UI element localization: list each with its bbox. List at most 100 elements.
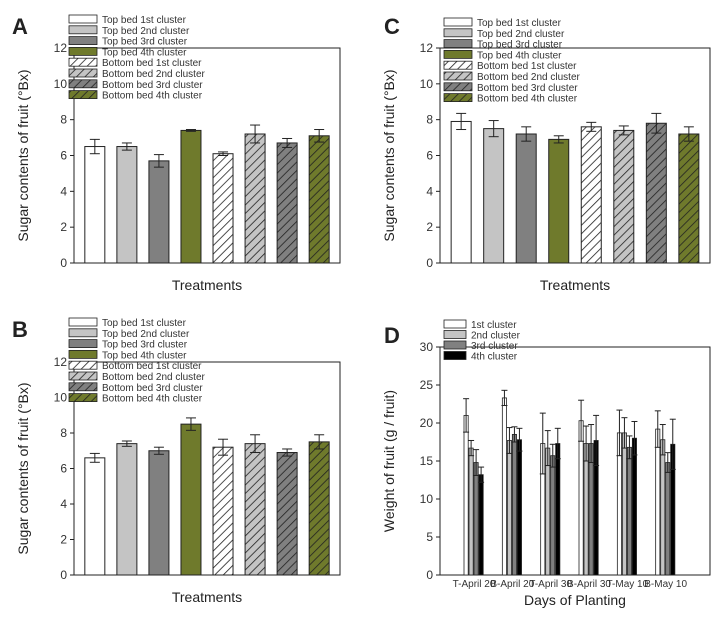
legend-swatch (68, 79, 98, 89)
legend-label: Top bed 2nd cluster (102, 26, 190, 37)
legend-label: Top bed 3rd cluster (102, 37, 188, 48)
legend-swatch (68, 25, 98, 35)
legend-label: Bottom bed 4th cluster (102, 91, 203, 102)
legend-swatch (68, 360, 98, 370)
y-tick-label: 30 (420, 340, 434, 354)
legend-swatch (68, 328, 98, 338)
legend-label: Bottom bed 4th cluster (477, 94, 578, 105)
y-tick-label: 8 (426, 113, 433, 127)
legend-label: 3rd cluster (471, 341, 518, 352)
x-axis-title: Treatments (172, 277, 242, 293)
x-tick-label: T-May 10 (606, 579, 648, 590)
legend-label: 4th cluster (471, 352, 518, 363)
bar (515, 133, 537, 264)
y-tick-label: 8 (60, 426, 67, 440)
bar (212, 446, 234, 576)
legend-label: Bottom bed 3rd cluster (102, 80, 203, 91)
legend-swatch (68, 349, 98, 359)
bar (506, 440, 512, 576)
bar (516, 439, 522, 576)
legend-swatch (68, 317, 98, 327)
y-tick-label: 4 (60, 497, 67, 511)
legend-label: Top bed 2nd cluster (102, 329, 190, 340)
bar (501, 397, 507, 576)
legend-swatch (443, 330, 467, 339)
y-tick-label: 25 (420, 378, 434, 392)
legend-label: Bottom bed 4th cluster (102, 394, 203, 405)
x-tick-label: T-April 20 (453, 579, 496, 590)
y-tick-label: 10 (54, 391, 68, 405)
legend-swatch (443, 17, 473, 27)
bar (550, 455, 556, 576)
legend-label: Bottom bed 1st cluster (477, 61, 577, 72)
y-tick-label: 12 (54, 41, 68, 55)
legend-swatch (443, 50, 473, 59)
bar (116, 146, 138, 264)
bar (463, 414, 469, 576)
bar (468, 447, 474, 576)
bar (450, 120, 472, 264)
legend-swatch (68, 339, 98, 349)
y-tick-label: 12 (54, 355, 68, 369)
y-tick-label: 10 (420, 492, 434, 506)
y-tick-label: 5 (426, 530, 433, 544)
y-tick-label: 0 (60, 568, 67, 582)
bar (580, 126, 602, 264)
bar (655, 428, 661, 576)
bar (621, 432, 627, 576)
bar (578, 420, 584, 576)
bar (116, 443, 138, 576)
legend-label: Bottom bed 3rd cluster (102, 383, 203, 394)
y-tick-label: 0 (426, 568, 433, 582)
legend-swatch (443, 93, 473, 102)
bar (555, 443, 561, 576)
y-axis-title: Sugar contents of fruit (°Bx) (15, 69, 31, 241)
bar (276, 142, 298, 264)
bar (678, 133, 700, 264)
bar (148, 450, 170, 576)
legend-swatch (68, 47, 98, 56)
legend-label: Bottom bed 3rd cluster (477, 83, 578, 94)
bar (84, 457, 106, 576)
bar (180, 129, 202, 264)
x-tick-label: T-April 30 (529, 579, 572, 590)
bar (626, 446, 632, 576)
bar (308, 441, 330, 576)
legend-label: Bottom bed 2nd cluster (102, 69, 206, 80)
y-tick-label: 2 (426, 220, 433, 234)
legend-swatch (443, 351, 467, 360)
chart-panel-a: 0 2 4 6 8 10 12 Sugar contents of fruit (°Bx) Tr… (15, 14, 341, 293)
y-tick-label: 6 (60, 462, 67, 476)
chart-panel-b: 0 2 4 6 8 10 12 Sugar contents of fruit (°Bx) Tr… (15, 317, 341, 605)
x-tick-label: B-April 30 (567, 579, 611, 590)
bar (483, 128, 505, 264)
legend-swatch (68, 382, 98, 392)
panel-letter-d: D (384, 323, 400, 348)
legend-label: Bottom bed 1st cluster (102, 58, 202, 69)
legend-label: Bottom bed 2nd cluster (102, 372, 206, 383)
y-tick-label: 20 (420, 416, 434, 430)
y-tick-label: 4 (426, 184, 433, 198)
bar (212, 153, 234, 264)
y-tick-label: 15 (420, 454, 434, 468)
legend-swatch (68, 68, 98, 78)
x-tick-label: B-April 20 (490, 579, 534, 590)
bar (660, 439, 666, 576)
bar (180, 423, 202, 576)
legend-label: 2nd cluster (471, 331, 521, 342)
bar (583, 443, 589, 576)
legend-swatch (443, 28, 473, 38)
x-axis-title: Treatments (172, 589, 242, 605)
panel-letter-a: A (12, 14, 28, 39)
legend-swatch (443, 319, 467, 329)
legend-label: Top bed 4th cluster (477, 50, 562, 61)
legend-swatch (68, 90, 98, 99)
bar (645, 122, 667, 264)
y-tick-label: 2 (60, 220, 67, 234)
y-axis-title: Weight of fruit (g / fruit) (381, 390, 397, 532)
chart-panel-d: 0 5 10 15 20 25 30 Weight of fruit (g / fruit) D… (381, 319, 711, 608)
y-tick-label: 10 (54, 77, 68, 91)
bar (545, 447, 551, 576)
legend-swatch (443, 60, 473, 70)
